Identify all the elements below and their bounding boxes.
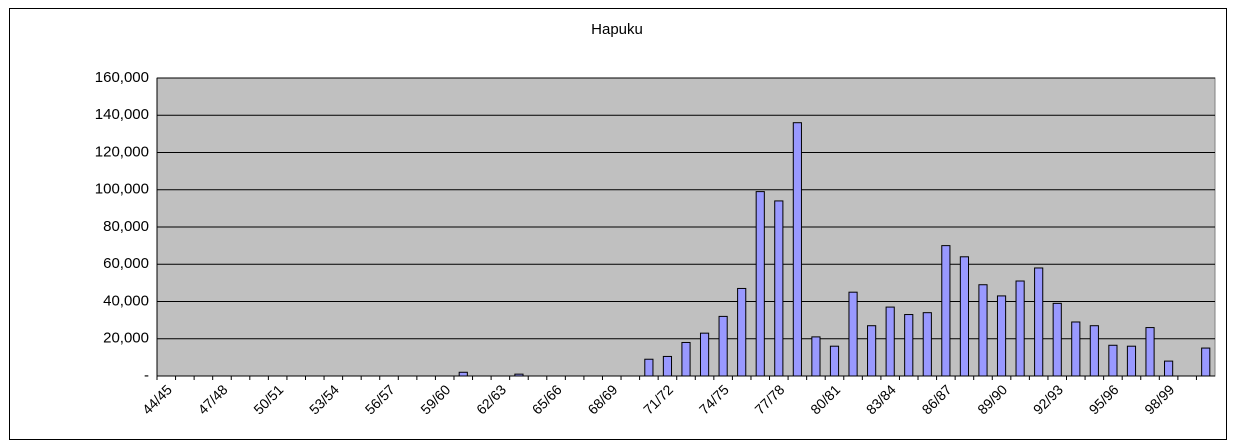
chart-title: Hapuku	[591, 21, 643, 38]
bar	[922, 312, 932, 377]
bar	[1015, 280, 1025, 377]
bar	[867, 325, 877, 377]
bar	[848, 291, 858, 377]
bar	[978, 284, 988, 377]
bar	[514, 373, 524, 377]
bar	[829, 345, 840, 377]
y-tick-label: 60,000	[103, 255, 149, 272]
bar	[737, 287, 747, 377]
y-tick-label: 20,000	[103, 330, 149, 347]
bar	[1145, 327, 1155, 377]
bar	[1089, 325, 1099, 377]
bar	[662, 355, 673, 377]
bar	[959, 256, 970, 377]
bar	[1034, 267, 1044, 377]
y-tick-label: 40,000	[103, 292, 149, 309]
y-tick-label: 100,000	[95, 181, 149, 198]
bar	[718, 315, 728, 377]
bar	[885, 306, 895, 377]
bar	[996, 295, 1007, 377]
bar	[941, 245, 951, 377]
bar	[755, 191, 765, 377]
bar	[644, 358, 654, 377]
bar	[1164, 360, 1174, 377]
bar	[1108, 344, 1118, 377]
y-tick-label: 140,000	[95, 106, 149, 123]
bar	[458, 371, 468, 377]
bar	[774, 200, 784, 377]
bar	[811, 336, 821, 377]
y-tick-label: 160,000	[95, 69, 149, 86]
bar	[1071, 321, 1081, 377]
y-tick-label: 80,000	[103, 218, 149, 235]
bar	[699, 332, 710, 377]
y-tick-label: -	[144, 367, 149, 384]
bar	[1201, 347, 1211, 377]
bar	[1126, 345, 1137, 377]
bar	[792, 122, 802, 377]
bar	[1052, 302, 1062, 377]
bar	[904, 314, 914, 377]
y-tick-label: 120,000	[95, 143, 149, 160]
bar	[681, 341, 691, 377]
